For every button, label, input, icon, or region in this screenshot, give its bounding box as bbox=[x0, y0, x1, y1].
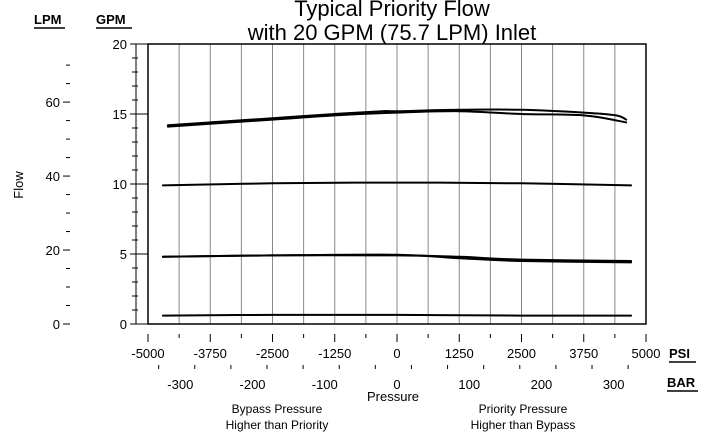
priority-note-line-1: Priority Pressure bbox=[479, 402, 568, 416]
lpm-tick-label: 40 bbox=[46, 169, 60, 184]
gpm-tick-label: 15 bbox=[113, 107, 127, 122]
psi-unit-label: PSI bbox=[669, 346, 690, 361]
bar-tick-label: -200 bbox=[240, 377, 266, 392]
flow-curve-3 bbox=[161, 181, 633, 187]
psi-tick-label: 2500 bbox=[507, 346, 536, 361]
bar-unit-label: BAR bbox=[667, 375, 696, 390]
flow-series bbox=[161, 108, 633, 317]
gpm-tick-label: 0 bbox=[120, 317, 127, 332]
bypass-note-line-2: Higher than Priority bbox=[226, 418, 329, 432]
gpm-tick-label: 5 bbox=[120, 247, 127, 262]
lpm-tick-label: 60 bbox=[46, 95, 60, 110]
x-axis-label: Pressure bbox=[367, 389, 419, 404]
psi-axis: -5000 -3750 -2500 -1250 0 1250 2500 3750 5000 bbox=[131, 334, 660, 361]
lpm-axis: 0 20 40 60 bbox=[46, 64, 70, 332]
bar-tick-label: -300 bbox=[167, 377, 193, 392]
psi-tick-label: 3750 bbox=[569, 346, 598, 361]
psi-tick-label: -2500 bbox=[256, 346, 289, 361]
gpm-tick-label: 20 bbox=[113, 37, 127, 52]
flow-curve-1 bbox=[166, 108, 628, 127]
bar-axis: -300 -200 -100 0 100 200 300 bbox=[158, 365, 629, 392]
psi-tick-label: 5000 bbox=[632, 346, 661, 361]
psi-tick-label: 0 bbox=[393, 346, 400, 361]
bar-tick-label: 300 bbox=[603, 377, 625, 392]
psi-tick-label: 1250 bbox=[445, 346, 474, 361]
bypass-note-line-1: Bypass Pressure bbox=[232, 402, 323, 416]
chart-title-line-2: with 20 GPM (75.7 LPM) Inlet bbox=[247, 20, 537, 45]
plot-frame bbox=[147, 43, 647, 325]
lpm-unit-label: LPM bbox=[34, 12, 61, 27]
priority-note-line-2: Higher than Bypass bbox=[471, 418, 576, 432]
gpm-tick-label: 10 bbox=[113, 177, 127, 192]
psi-tick-label: -5000 bbox=[131, 346, 164, 361]
flow-curve-6 bbox=[161, 313, 633, 317]
lpm-tick-label: 0 bbox=[53, 317, 60, 332]
gpm-axis: 0 5 10 15 20 bbox=[113, 37, 148, 332]
y-axis-label: Flow bbox=[11, 171, 26, 199]
gpm-unit-label: GPM bbox=[96, 12, 126, 27]
lpm-tick-label: 20 bbox=[46, 243, 60, 258]
bar-tick-label: 100 bbox=[458, 377, 480, 392]
psi-tick-label: -1250 bbox=[318, 346, 351, 361]
bar-tick-label: -100 bbox=[312, 377, 338, 392]
bar-tick-label: 200 bbox=[531, 377, 553, 392]
flow-curve-5 bbox=[161, 253, 633, 264]
psi-tick-label: -3750 bbox=[194, 346, 227, 361]
chart-title-line-1: Typical Priority Flow bbox=[294, 0, 490, 21]
bar-tick-label: 0 bbox=[393, 377, 400, 392]
flow-curve-2 bbox=[166, 110, 628, 128]
